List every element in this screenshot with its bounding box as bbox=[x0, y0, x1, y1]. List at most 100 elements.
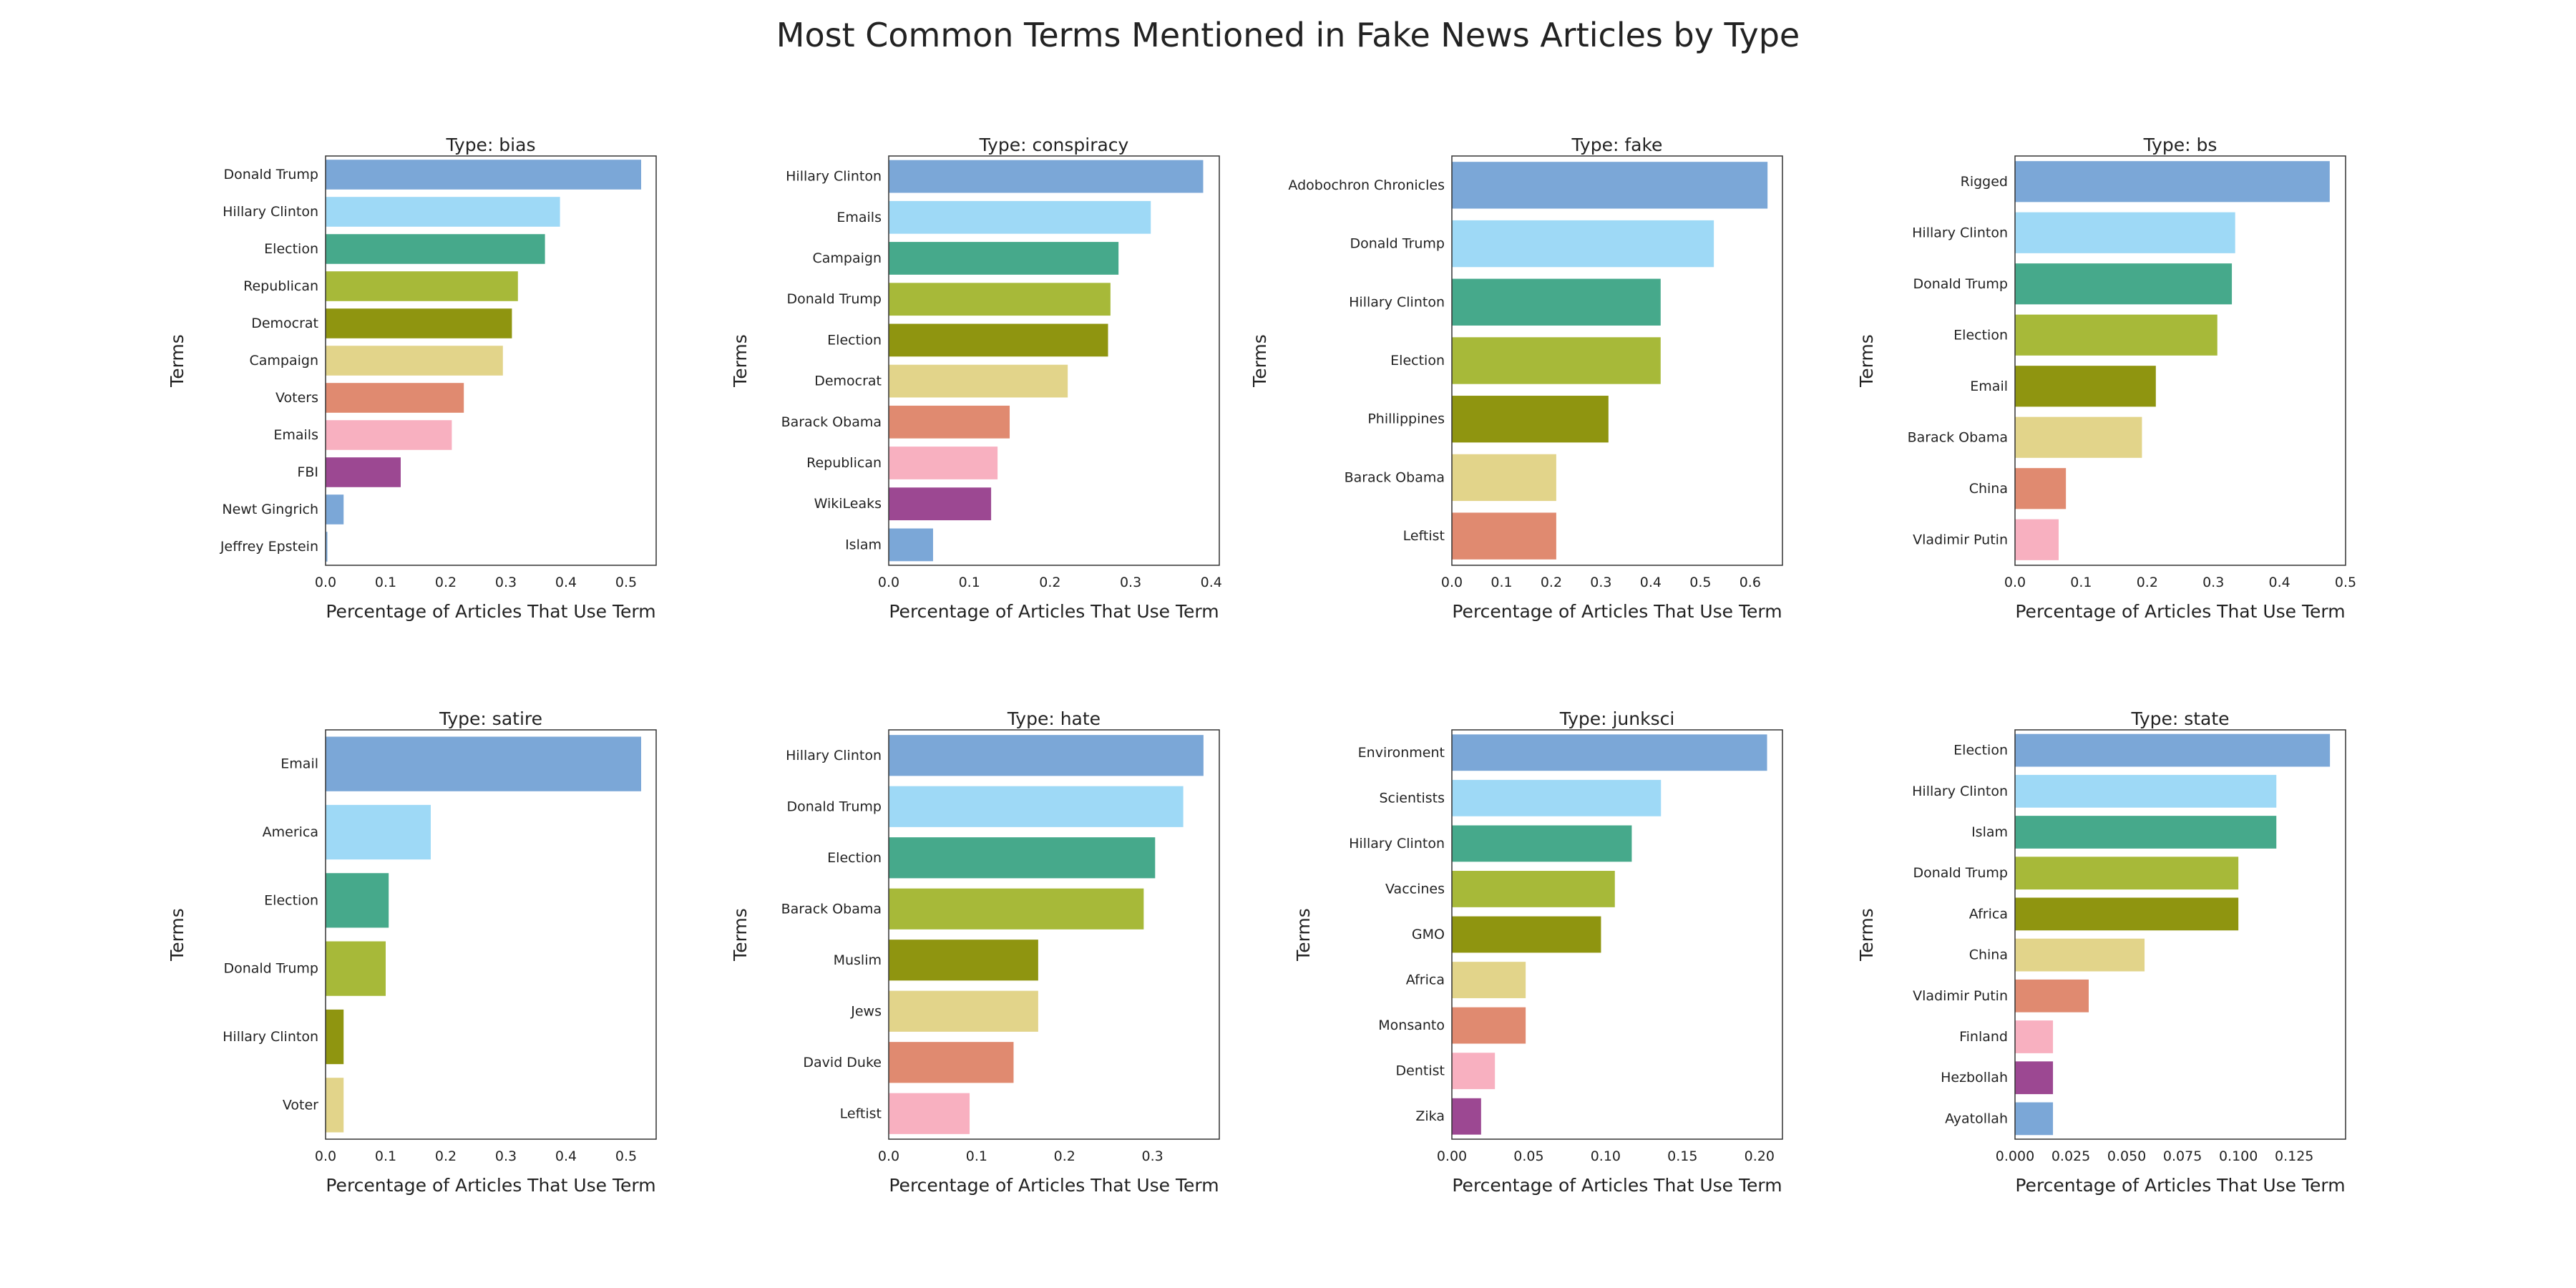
x-tick-label: 0.4 bbox=[555, 575, 577, 590]
x-tick-label: 0.1 bbox=[1491, 575, 1512, 590]
category-label: Election bbox=[264, 241, 318, 257]
bar-barack-obama bbox=[1452, 454, 1556, 502]
category-label: FBI bbox=[297, 464, 318, 480]
category-label: Hillary Clinton bbox=[1349, 294, 1445, 310]
bar-campaign bbox=[889, 242, 1119, 275]
category-label: Donald Trump bbox=[223, 961, 318, 977]
bar-barack-obama bbox=[889, 405, 1010, 439]
category-label: Republican bbox=[806, 455, 882, 471]
plot-frame bbox=[1451, 729, 1783, 1140]
bar-zika bbox=[1452, 1098, 1481, 1135]
category-label: Voter bbox=[283, 1097, 318, 1113]
y-axis-label: Terms bbox=[167, 334, 187, 388]
category-label: Africa bbox=[1406, 972, 1445, 988]
bar-donald-trump bbox=[326, 160, 641, 190]
plot-frame bbox=[325, 729, 657, 1140]
plot-frame bbox=[888, 155, 1220, 566]
bar-republican bbox=[326, 271, 518, 301]
x-tick-label: 0.2 bbox=[2137, 575, 2158, 590]
bar-barack-obama bbox=[2015, 416, 2142, 458]
plot-frame bbox=[2014, 729, 2346, 1140]
category-label: Finland bbox=[1959, 1029, 2008, 1045]
category-label: Email bbox=[280, 756, 318, 772]
x-axis-label: Percentage of Articles That Use Term bbox=[326, 1175, 655, 1196]
bar-phillippines bbox=[1452, 396, 1609, 443]
category-label: Donald Trump bbox=[1913, 865, 2008, 881]
x-tick-label: 0.4 bbox=[1640, 575, 1662, 590]
bar-donald-trump bbox=[2015, 857, 2239, 890]
x-tick-label: 0.2 bbox=[435, 575, 457, 590]
category-label: Election bbox=[1953, 327, 2008, 343]
x-tick-label: 0.5 bbox=[1689, 575, 1711, 590]
bar-wikileaks bbox=[889, 487, 992, 521]
category-label: Monsanto bbox=[1378, 1018, 1445, 1033]
x-axis-label: Percentage of Articles That Use Term bbox=[326, 601, 655, 622]
bar-hillary-clinton bbox=[889, 160, 1204, 193]
bar-election bbox=[2015, 314, 2218, 356]
chart-panel-hate: Hillary Clinton Donald Trump Election Barac… bbox=[730, 708, 1220, 1196]
category-label: America bbox=[263, 824, 318, 840]
y-axis-label: Terms bbox=[730, 908, 751, 962]
bar-donald-trump bbox=[1452, 220, 1714, 268]
panel-title: Type: satire bbox=[439, 708, 542, 729]
bar-republican bbox=[889, 447, 998, 479]
bar-islam bbox=[2015, 816, 2277, 849]
bar-ayatollah bbox=[2015, 1102, 2054, 1136]
bar-hillary-clinton bbox=[1452, 278, 1661, 326]
bar-scientists bbox=[1452, 779, 1662, 816]
x-tick-label: 0.1 bbox=[375, 1148, 396, 1164]
y-axis-label: Terms bbox=[1856, 908, 1877, 962]
chart-panel-junksci: Environment Scientists Hillary Clinton Vacc… bbox=[1293, 708, 1783, 1196]
category-label: Election bbox=[1953, 743, 2008, 758]
bar-emails bbox=[889, 200, 1151, 234]
bar-china bbox=[2015, 468, 2067, 509]
chart-panel-bs: Rigged Hillary Clinton Donald Trump Electio… bbox=[1856, 135, 2356, 622]
category-label: Donald Trump bbox=[786, 291, 882, 307]
x-tick-label: 0.3 bbox=[1590, 575, 1611, 590]
category-label: David Duke bbox=[803, 1055, 882, 1070]
category-label: Hillary Clinton bbox=[223, 204, 318, 220]
category-label: Election bbox=[1390, 353, 1445, 369]
bar-jeffrey-epstein bbox=[326, 532, 328, 562]
x-tick-label: 0.05 bbox=[1513, 1148, 1543, 1164]
category-label: Election bbox=[827, 850, 882, 866]
bar-finland bbox=[2015, 1020, 2054, 1053]
category-label: Emails bbox=[273, 427, 318, 443]
panel-title: Type: hate bbox=[1007, 708, 1101, 729]
x-tick-label: 0.3 bbox=[1120, 575, 1141, 590]
bar-jews bbox=[889, 990, 1038, 1032]
bar-leftist bbox=[1452, 512, 1556, 560]
bar-emails bbox=[326, 420, 452, 450]
category-label: Republican bbox=[243, 278, 318, 294]
category-label: Leftist bbox=[1403, 528, 1445, 544]
bar-hillary-clinton bbox=[2015, 212, 2235, 253]
category-label: Hillary Clinton bbox=[1912, 784, 2008, 799]
x-tick-label: 0.3 bbox=[1142, 1148, 1163, 1164]
category-label: Vladimir Putin bbox=[1913, 988, 2008, 1004]
chart-panel-fake: Adobochron Chronicles Donald Trump Hillary… bbox=[1249, 135, 1783, 622]
chart-panel-conspiracy: Hillary Clinton Emails Campaign Donald Trum… bbox=[730, 135, 1222, 622]
bar-vladimir-putin bbox=[2015, 979, 2089, 1013]
x-tick-label: 0.20 bbox=[1745, 1148, 1775, 1164]
panel-title: Type: bs bbox=[2143, 135, 2218, 155]
y-axis-label: Terms bbox=[730, 334, 751, 388]
x-tick-label: 0.4 bbox=[555, 1148, 577, 1164]
category-label: Campaign bbox=[249, 353, 318, 369]
x-tick-label: 0.000 bbox=[1996, 1148, 2034, 1164]
x-tick-label: 0.5 bbox=[615, 575, 637, 590]
category-label: Emails bbox=[836, 210, 882, 225]
category-label: Rigged bbox=[1961, 174, 2008, 190]
bar-hillary-clinton bbox=[326, 1009, 344, 1065]
category-label: Donald Trump bbox=[223, 167, 318, 182]
plot-frame bbox=[888, 729, 1220, 1140]
category-label: Muslim bbox=[834, 952, 882, 968]
bar-election bbox=[889, 837, 1156, 879]
bar-hillary-clinton bbox=[1452, 825, 1632, 862]
x-tick-label: 0.15 bbox=[1667, 1148, 1697, 1164]
x-tick-label: 0.2 bbox=[435, 1148, 457, 1164]
x-tick-label: 0.5 bbox=[615, 1148, 637, 1164]
x-tick-label: 0.1 bbox=[2070, 575, 2092, 590]
chart-panel-bias: Donald Trump Hillary Clinton Election Repub… bbox=[167, 135, 657, 622]
x-axis-label: Percentage of Articles That Use Term bbox=[2015, 1175, 2345, 1196]
bar-islam bbox=[889, 528, 933, 562]
